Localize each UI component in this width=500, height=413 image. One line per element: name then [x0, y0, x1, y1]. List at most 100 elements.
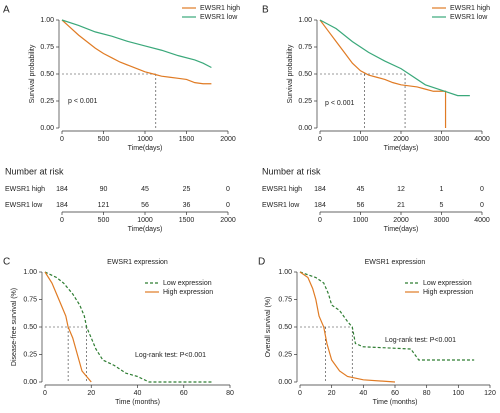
annotation: Log-rank test: P<0.001	[135, 352, 206, 359]
x-tick-label: 60	[391, 390, 399, 397]
y-tick-label: 0.00	[298, 125, 312, 132]
y-tick-label: 0.00	[278, 379, 292, 386]
risk-tick-label: 4000	[474, 217, 490, 224]
x-tick-label: 120	[484, 390, 496, 397]
risk-count: 12	[397, 186, 405, 193]
y-tick-label: 0.50	[298, 71, 312, 78]
y-axis-label: Survival probability	[29, 44, 36, 103]
risk-count: 1	[440, 186, 444, 193]
legend-label: Low expression	[163, 280, 212, 287]
y-tick-label: 1.00	[298, 17, 312, 24]
x-axis-label: Time(days)	[128, 145, 163, 152]
legend-label: EWSR1 low	[450, 14, 488, 21]
survival-line	[319, 19, 470, 97]
risk-count: 45	[357, 186, 365, 193]
x-tick-label: 40	[359, 390, 367, 397]
x-tick-label: 60	[180, 390, 188, 397]
y-tick-label: 0.75	[298, 44, 312, 51]
risk-tick-label: 2000	[393, 217, 409, 224]
y-tick-label: 0.00	[23, 379, 37, 386]
y-tick-label: 0.75	[278, 296, 292, 303]
x-tick-label: 80	[226, 390, 234, 397]
survival-line	[319, 19, 447, 128]
risk-row-label: EWSR1 high	[5, 186, 45, 193]
risk-count: 0	[226, 186, 230, 193]
risk-tick-label: 1000	[137, 217, 153, 224]
y-tick-label: 0.25	[40, 98, 54, 105]
x-tick-label: 3000	[434, 136, 450, 143]
risk-title: Number at risk	[5, 166, 64, 176]
x-axis-label: Time (months)	[115, 399, 160, 406]
risk-count: 5	[440, 202, 444, 209]
risk-count: 56	[141, 202, 149, 209]
y-tick-label: 0.50	[40, 71, 54, 78]
x-tick-label: 0	[60, 136, 64, 143]
y-tick-label: 0.25	[23, 351, 37, 358]
risk-count: 56	[357, 202, 365, 209]
y-tick-label: 1.00	[278, 269, 292, 276]
x-tick-label: 0	[298, 390, 302, 397]
risk-tick-label: 0	[60, 217, 64, 224]
risk-count: 184	[56, 186, 68, 193]
risk-count: 0	[480, 202, 484, 209]
risk-x-label: Time(days)	[128, 226, 163, 233]
risk-tick-label: 0	[318, 217, 322, 224]
risk-tick-label: 1500	[179, 217, 195, 224]
y-axis-label: Survival probability	[287, 44, 294, 103]
risk-count: 0	[226, 202, 230, 209]
y-tick-label: 0.50	[278, 324, 292, 331]
risk-count: 21	[397, 202, 405, 209]
x-tick-label: 0	[318, 136, 322, 143]
survival-line	[61, 19, 212, 69]
risk-count: 0	[480, 186, 484, 193]
risk-count: 90	[100, 186, 108, 193]
x-tick-label: 2000	[220, 136, 236, 143]
risk-x-label: Time(days)	[384, 226, 419, 233]
risk-tick-label: 500	[98, 217, 110, 224]
survival-line	[299, 271, 475, 361]
chart-title: EWSR1 expression	[365, 259, 426, 266]
survival-line	[44, 271, 92, 383]
survival-line	[299, 271, 396, 383]
annotation: p < 0.001	[325, 100, 354, 107]
legend-label: Low expression	[423, 280, 472, 287]
survival-line	[61, 19, 212, 85]
y-tick-label: 1.00	[23, 269, 37, 276]
risk-count: 121	[98, 202, 110, 209]
y-axis-label: Overall survival (%)	[265, 297, 272, 358]
risk-count: 184	[314, 186, 326, 193]
x-tick-label: 0	[43, 390, 47, 397]
legend-label: EWSR1 high	[200, 5, 240, 12]
y-tick-label: 0.50	[23, 324, 37, 331]
x-axis-label: Time (months)	[373, 399, 418, 406]
x-tick-label: 1500	[179, 136, 195, 143]
risk-tick-label: 2000	[220, 217, 236, 224]
y-tick-label: 0.00	[40, 125, 54, 132]
risk-count: 25	[183, 186, 191, 193]
risk-count: 45	[141, 186, 149, 193]
risk-row-label: EWSR1 low	[5, 202, 43, 209]
risk-row-label: EWSR1 high	[262, 186, 302, 193]
chart-title: EWSR1 expression	[107, 259, 168, 266]
annotation: p < 0.001	[68, 98, 97, 105]
y-tick-label: 0.25	[278, 351, 292, 358]
survival-line	[44, 271, 212, 383]
risk-tick-label: 1000	[353, 217, 369, 224]
legend-label: High expression	[163, 289, 213, 296]
risk-count: 36	[183, 202, 191, 209]
x-tick-label: 20	[87, 390, 95, 397]
x-tick-label: 20	[328, 390, 336, 397]
x-tick-label: 100	[452, 390, 464, 397]
panel-letter: D	[258, 257, 265, 268]
risk-count: 184	[314, 202, 326, 209]
x-tick-label: 80	[423, 390, 431, 397]
y-tick-label: 0.25	[298, 98, 312, 105]
y-tick-label: 0.75	[23, 296, 37, 303]
x-tick-label: 1000	[353, 136, 369, 143]
y-axis-label: Disease-free survival (%)	[11, 288, 18, 366]
x-tick-label: 2000	[393, 136, 409, 143]
y-tick-label: 1.00	[40, 17, 54, 24]
x-tick-label: 500	[98, 136, 110, 143]
risk-title: Number at risk	[262, 166, 321, 176]
